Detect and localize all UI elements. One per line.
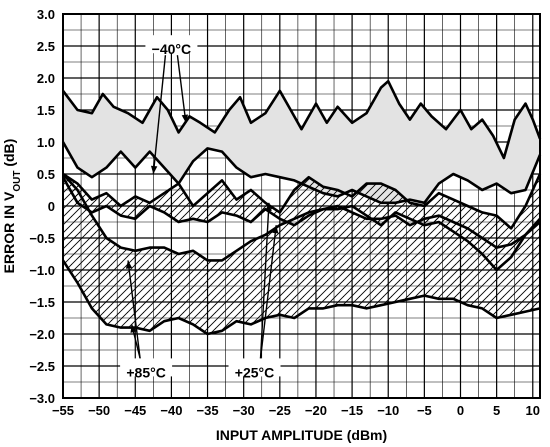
y-axis-title: ERROR IN VOUT (dB)	[1, 139, 23, 274]
callout-arrow-line	[152, 55, 167, 175]
x-tick-label: 10	[526, 403, 540, 418]
plot-frame	[62, 13, 541, 399]
y-tick-label: −3.0	[29, 391, 55, 406]
callout-label-bg	[120, 358, 173, 377]
y-tick-label: 2.0	[37, 71, 55, 86]
x-tick-label: −40	[160, 403, 182, 418]
y-tick-label: 3.0	[37, 7, 55, 22]
callout-arrow-line	[259, 225, 277, 359]
callout-arrow-line	[259, 202, 270, 359]
x-tick-label: −25	[269, 403, 291, 418]
x-tick-label: −50	[88, 403, 110, 418]
y-axis-title-prefix: ERROR IN V	[1, 191, 17, 273]
x-tick-labels: −55 −50 −45 −40 −35 −30 −25 −20 −15 −10 −5 0 5 10	[52, 403, 540, 418]
band-2-fill	[63, 174, 540, 334]
y-tick-label: −2.0	[29, 327, 55, 342]
y-axis-title-suffix: (dB)	[1, 139, 17, 171]
band-0-upper-line	[61, 79, 542, 160]
callout-arrowhead	[125, 260, 133, 269]
callout-arrowhead	[130, 324, 137, 333]
callout-arrow-line	[127, 260, 141, 359]
x-tick-label: 5	[493, 403, 500, 418]
y-tick-label: −2.5	[29, 359, 55, 374]
x-tick-label: −15	[341, 403, 363, 418]
temperature-bands	[61, 79, 542, 336]
temperature-callouts: −40°C +85°C +25°C	[120, 35, 281, 380]
callout-label-bg	[228, 358, 281, 377]
callout-label: +25°C	[235, 364, 274, 380]
callout-label: −40°C	[152, 41, 191, 57]
band-1-fill	[63, 174, 540, 270]
x-tick-label: 0	[457, 403, 464, 418]
band-2-lower-line	[61, 259, 541, 336]
x-tick-label: −20	[305, 403, 327, 418]
x-tick-label: −5	[417, 403, 432, 418]
x-axis-title: INPUT AMPLITUDE (dBm)	[216, 427, 387, 443]
y-tick-label: 2.5	[37, 39, 55, 54]
x-tick-label: −35	[197, 403, 219, 418]
y-axis-title-subscript: OUT	[12, 171, 23, 192]
callout-arrowhead	[181, 114, 189, 123]
x-tick-label: −10	[377, 403, 399, 418]
callout-arrowhead	[150, 165, 158, 174]
y-tick-labels: 3.0 2.5 2.0 1.5 1.0 0.5 0 −0.5 −1.0 −1.5 −2.0 −2.5 −…	[29, 7, 55, 406]
y-tick-label: 0.5	[37, 167, 55, 182]
y-tick-label: −1.5	[29, 295, 55, 310]
band-0-fill	[63, 81, 540, 203]
band-1-upper-line	[62, 172, 542, 230]
callout-label: +85°C	[126, 364, 165, 380]
y-tick-label: −0.5	[29, 231, 55, 246]
band-2-upper-line	[62, 173, 541, 262]
callout-arrowhead	[272, 225, 279, 234]
y-tick-label: 0	[48, 199, 55, 214]
callout-label-bg	[145, 35, 198, 54]
x-tick-label: −45	[124, 403, 146, 418]
callout-arrow-line	[176, 55, 187, 123]
x-tick-label: −30	[233, 403, 255, 418]
y-tick-label: 1.0	[37, 135, 55, 150]
y-tick-label: −1.0	[29, 263, 55, 278]
callout-arrowhead	[265, 202, 272, 211]
y-tick-label: 1.5	[37, 103, 55, 118]
x-tick-label: −55	[52, 403, 74, 418]
